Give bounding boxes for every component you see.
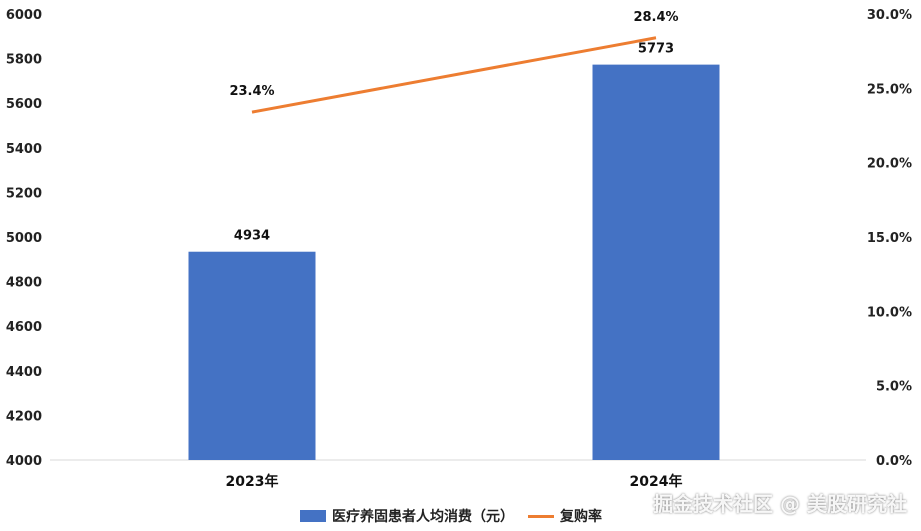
bar-data-label: 5773 [638, 42, 674, 57]
line-data-label: 23.4% [229, 84, 274, 99]
left-tick-label: 4400 [6, 365, 42, 380]
left-tick-label: 4600 [6, 320, 42, 335]
legend-swatch-bar [300, 510, 326, 522]
bars: 4934 5773 [188, 42, 720, 460]
line-series: 23.4% 28.4% [229, 10, 679, 114]
category-labels: 2023年 2024年 [226, 473, 683, 490]
left-tick-label: 5800 [6, 53, 42, 68]
left-tick-label: 4800 [6, 276, 42, 291]
bar-data-label: 4934 [234, 229, 270, 244]
right-axis-ticks: 0.0% 5.0% 10.0% 15.0% 20.0% 25.0% 30.0% [867, 8, 912, 469]
legend-label-line: 复购率 [560, 509, 602, 525]
line-data-label: 28.4% [633, 10, 678, 25]
left-tick-label: 5600 [6, 97, 42, 112]
right-tick-label: 20.0% [867, 157, 912, 172]
left-tick-label: 5400 [6, 142, 42, 157]
right-tick-label: 30.0% [867, 8, 912, 23]
left-tick-label: 5000 [6, 231, 42, 246]
legend-item-bar: 医疗养固患者人均消费（元） [300, 506, 514, 526]
line-path [251, 36, 657, 114]
category-label: 2023年 [226, 473, 279, 490]
left-tick-label: 5200 [6, 186, 42, 201]
left-axis-ticks: 4000 4200 4400 4600 4800 5000 5200 5400 5600 5800… [6, 8, 42, 469]
right-tick-label: 15.0% [867, 231, 912, 246]
legend: 医疗养固患者人均消费（元） 复购率 [300, 506, 616, 526]
left-tick-label: 6000 [6, 8, 42, 23]
right-tick-label: 10.0% [867, 305, 912, 320]
watermark: 掘金技术社区 @ 美股研究社 [653, 492, 907, 516]
legend-swatch-line [528, 514, 554, 518]
legend-item-line: 复购率 [528, 506, 602, 526]
bar [188, 251, 316, 460]
left-tick-label: 4200 [6, 409, 42, 424]
bar [592, 64, 720, 460]
category-label: 2024年 [630, 473, 683, 490]
right-tick-label: 5.0% [876, 380, 912, 395]
left-tick-label: 4000 [6, 454, 42, 469]
right-tick-label: 0.0% [876, 454, 912, 469]
right-tick-label: 25.0% [867, 82, 912, 97]
legend-label-bar: 医疗养固患者人均消费（元） [332, 509, 514, 525]
